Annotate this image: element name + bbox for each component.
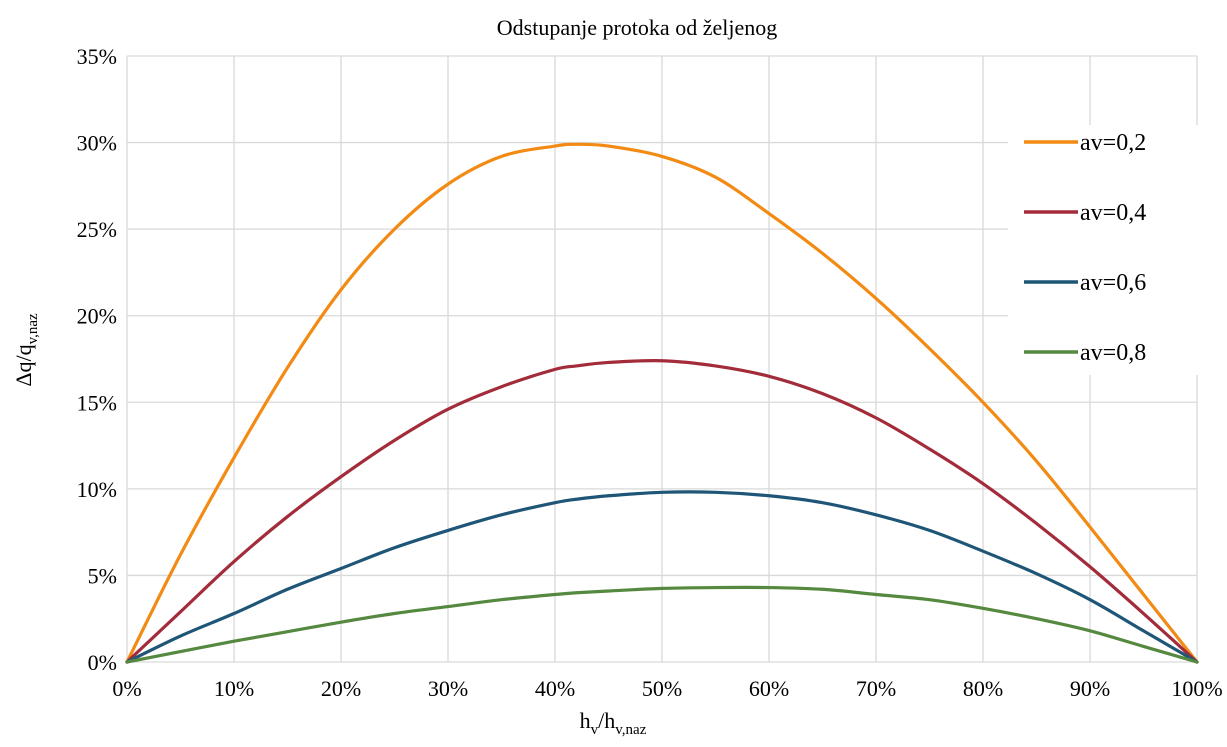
x-axis-label-mid: /h	[598, 708, 615, 733]
x-tick-label: 30%	[428, 676, 468, 701]
y-tick-label: 20%	[77, 304, 117, 329]
y-axis-label: Δq/qv,naz	[11, 313, 41, 387]
x-axis-label: hv/hv,naz	[580, 708, 647, 738]
y-tick-label: 15%	[77, 390, 117, 415]
x-axis-label-sub2: v,naz	[615, 722, 646, 738]
x-tick-label: 90%	[1070, 676, 1110, 701]
series-line-1	[125, 142, 1199, 664]
y-tick-label: 25%	[77, 217, 117, 242]
series-line-4	[125, 585, 1199, 664]
x-axis-label-main: h	[580, 708, 591, 733]
legend-background	[1008, 125, 1198, 375]
x-tick-label: 20%	[321, 676, 361, 701]
x-tick-label: 100%	[1171, 676, 1222, 701]
y-axis-label-main: Δq/q	[11, 344, 36, 386]
chart-title: Odstupanje protoka od željenog	[497, 15, 777, 40]
legend-label: av=0,6	[1080, 270, 1146, 296]
x-axis-label-sub1: v	[591, 722, 599, 738]
x-tick-label: 10%	[214, 676, 254, 701]
y-tick-label: 0%	[88, 650, 117, 675]
x-tick-label: 60%	[749, 676, 789, 701]
x-tick-label: 70%	[856, 676, 896, 701]
x-tick-label: 80%	[963, 676, 1003, 701]
series-line-3	[125, 490, 1199, 664]
series-line-2	[125, 359, 1199, 664]
gridlines	[126, 55, 1198, 663]
legend: av=0,2 av=0,4 av=0,6 av=0,8	[1024, 130, 1146, 366]
legend-label: av=0,8	[1080, 340, 1146, 366]
legend-label: av=0,2	[1080, 130, 1146, 156]
y-tick-label: 10%	[77, 477, 117, 502]
y-tick-label: 30%	[77, 131, 117, 156]
x-tick-label: 50%	[642, 676, 682, 701]
series-lines	[125, 142, 1199, 664]
x-tick-label: 40%	[535, 676, 575, 701]
y-tick-label: 5%	[88, 563, 117, 588]
y-tick-label: 35%	[77, 44, 117, 69]
legend-label: av=0,4	[1080, 200, 1146, 226]
x-tick-label: 0%	[112, 676, 141, 701]
y-axis-label-sub: v,naz	[25, 313, 41, 344]
x-axis-ticks: 0% 10% 20% 30% 40% 50% 60% 70% 80% 90% 100%	[112, 676, 1222, 701]
y-axis-ticks: 0% 5% 10% 15% 20% 25% 30% 35%	[77, 44, 117, 675]
